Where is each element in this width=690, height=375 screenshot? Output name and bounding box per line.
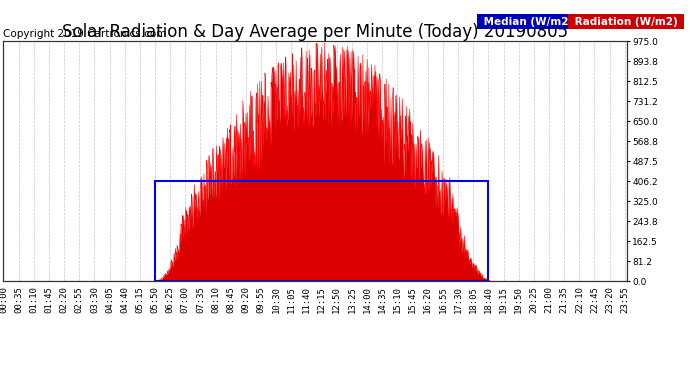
Bar [155, 181, 489, 281]
Text: Radiation (W/m2): Radiation (W/m2) [571, 17, 681, 27]
Title: Solar Radiation & Day Average per Minute (Today) 20190805: Solar Radiation & Day Average per Minute… [62, 23, 568, 41]
Text: Median (W/m2): Median (W/m2) [480, 17, 576, 27]
Text: Copyright 2019 Cartronics.com: Copyright 2019 Cartronics.com [3, 29, 167, 39]
